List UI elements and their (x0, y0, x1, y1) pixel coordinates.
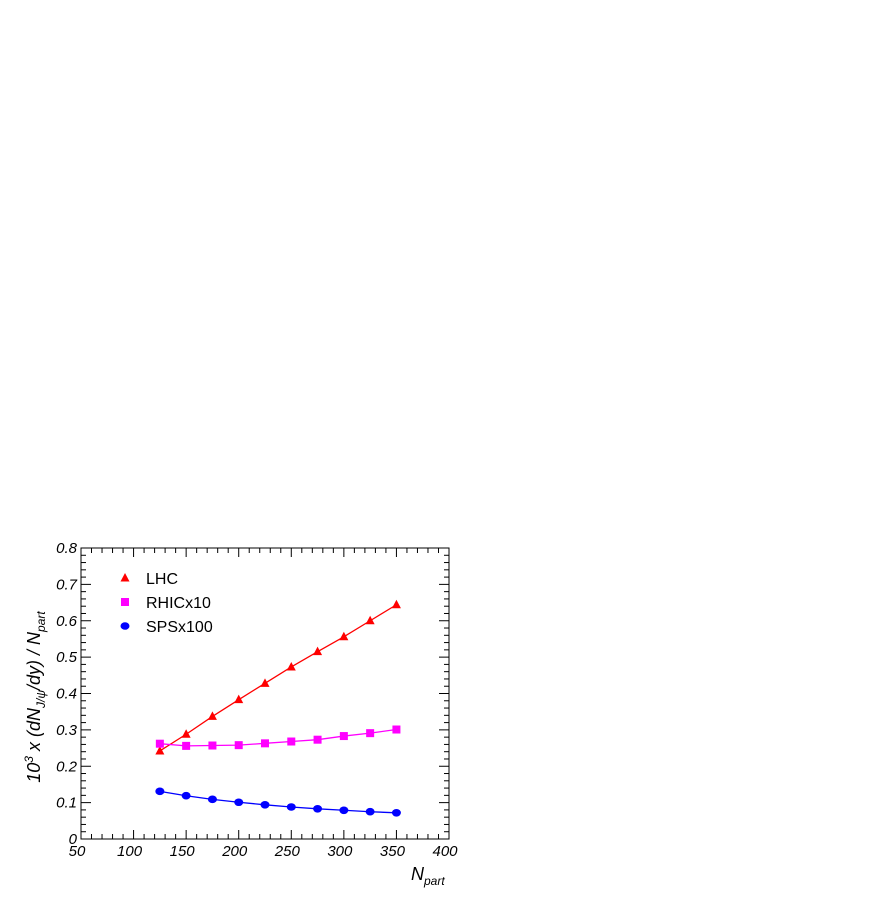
legend-marker-lhc (120, 573, 130, 582)
y-axis-title: 103 x (dNJ/ψ/dy) / Npart (22, 611, 48, 783)
data-point-rhicx10 (234, 741, 243, 750)
data-point-spsx100 (155, 787, 165, 796)
x-tick-label: 100 (117, 843, 143, 860)
y-tick-label: 0.4 (56, 686, 77, 703)
x-tick-label: 400 (432, 843, 458, 860)
data-point-lhc (207, 711, 217, 720)
data-point-spsx100 (234, 798, 244, 807)
data-point-lhc (155, 745, 165, 755)
series-line-rhicx10 (159, 728, 397, 747)
series-spsx100 (155, 787, 401, 817)
y-axis-tick-labels: 0 0.1 0.2 0.3 0.4 0.5 0.6 0.7 0.8 (56, 540, 78, 848)
data-point-lhc (391, 599, 401, 609)
data-point-rhicx10 (392, 725, 401, 734)
legend-label: LHC (146, 571, 178, 588)
y-tick-label: 0 (69, 831, 78, 848)
data-point-lhc (339, 631, 349, 641)
data-point-spsx100 (365, 807, 375, 816)
y-tick-label: 0.2 (56, 758, 78, 775)
series-layer (155, 599, 401, 817)
data-point-rhicx10 (313, 735, 322, 744)
legend-label: SPSx100 (146, 619, 213, 636)
legend-marker-rhicx10 (121, 598, 129, 606)
data-point-spsx100 (181, 791, 191, 800)
x-axis-title: Npart (411, 864, 445, 888)
y-axis-ticks (81, 547, 449, 840)
data-point-lhc (260, 678, 270, 687)
x-tick-label: 200 (221, 843, 248, 860)
data-point-spsx100 (313, 805, 323, 813)
y-tick-label: 0.6 (56, 613, 78, 630)
data-point-lhc (365, 615, 375, 625)
legend-label: RHICx10 (146, 595, 211, 612)
data-point-lhc (313, 646, 323, 656)
x-axis-ticks (80, 548, 450, 839)
data-point-rhicx10 (366, 729, 375, 738)
series-line-spsx100 (159, 790, 397, 814)
x-tick-label: 50 (69, 843, 86, 860)
data-point-rhicx10 (155, 739, 164, 748)
x-tick-label: 150 (170, 843, 196, 860)
plot-frame (80, 547, 450, 840)
data-point-spsx100 (207, 795, 217, 804)
x-tick-label: 350 (380, 843, 406, 860)
y-tick-label: 0.1 (56, 795, 77, 812)
y-tick-label: 0.3 (56, 722, 78, 739)
y-tick-label: 0.8 (56, 540, 78, 557)
data-point-lhc (181, 729, 191, 738)
data-point-rhicx10 (261, 739, 269, 748)
data-point-rhicx10 (339, 732, 348, 741)
data-point-lhc (234, 694, 244, 704)
data-point-spsx100 (339, 806, 349, 815)
data-point-rhicx10 (208, 741, 217, 750)
data-point-rhicx10 (182, 741, 191, 750)
data-point-spsx100 (260, 801, 270, 809)
legend-marker-spsx100 (120, 622, 130, 630)
x-tick-label: 300 (327, 843, 353, 860)
x-axis-tick-labels: 50 100 150 200 250 300 350 400 (69, 843, 459, 860)
data-point-lhc (286, 661, 296, 671)
y-tick-label: 0.7 (56, 576, 78, 593)
series-rhicx10 (155, 725, 401, 750)
y-tick-label: 0.5 (56, 649, 78, 666)
legend: LHC RHICx10 SPSx100 (120, 571, 213, 636)
series-lhc (155, 599, 401, 755)
data-point-spsx100 (391, 809, 401, 817)
data-point-spsx100 (286, 803, 296, 811)
x-tick-label: 250 (274, 843, 301, 860)
series-line-lhc (159, 604, 397, 752)
data-point-rhicx10 (287, 737, 296, 746)
